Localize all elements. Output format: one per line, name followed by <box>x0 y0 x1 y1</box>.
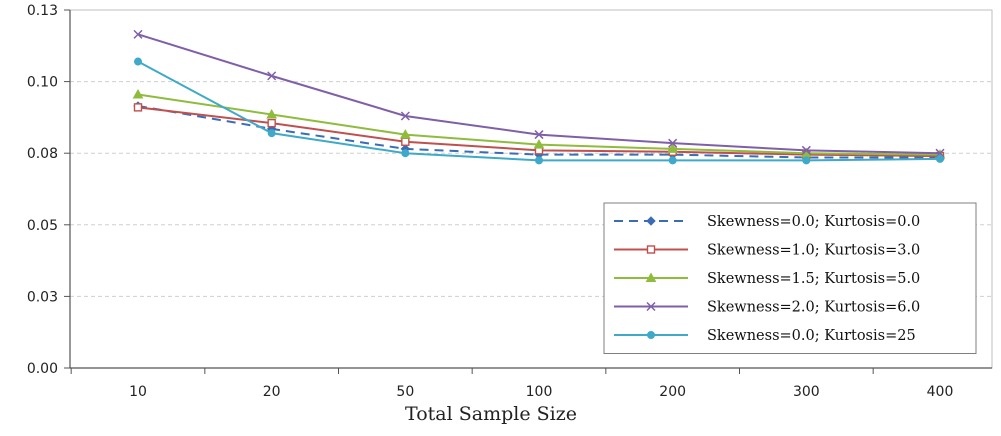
data-point <box>267 129 276 138</box>
x-axis-title: Total Sample Size <box>405 403 577 425</box>
data-point <box>668 138 678 148</box>
series-4 <box>133 29 945 158</box>
x-tick-label: 100 <box>526 384 553 400</box>
y-tick-label: 0.03 <box>27 289 58 305</box>
data-point <box>133 103 143 112</box>
data-point <box>267 118 276 128</box>
data-point <box>134 57 142 66</box>
y-tick-label: 0.10 <box>27 75 58 91</box>
data-point <box>533 139 545 149</box>
x-tick-label: 200 <box>659 384 686 400</box>
legend-label: Skewness=1.0; Kurtosis=3.0 <box>707 243 920 259</box>
legend-label: Skewness=0.0; Kurtosis=0.0 <box>707 214 920 230</box>
x-tick-label: 300 <box>793 384 820 400</box>
data-point <box>935 148 945 158</box>
legend-swatch-marker <box>646 301 656 312</box>
x-tick-label: 400 <box>927 384 954 400</box>
series-3 <box>132 88 946 159</box>
data-point <box>936 154 944 163</box>
axis-layer: 0.00 0.03 0.05 0.08 0.10 0.13 10 20 50 100 200 300 4… <box>27 3 993 400</box>
legend-swatch-marker <box>646 216 656 226</box>
series-layer <box>132 29 946 165</box>
y-tick-label: 0.13 <box>27 3 58 19</box>
data-point <box>400 111 410 121</box>
data-point <box>801 145 811 155</box>
data-point <box>399 129 411 139</box>
data-point <box>401 149 410 158</box>
data-point <box>267 71 277 81</box>
data-point <box>535 156 543 165</box>
data-point <box>401 137 410 146</box>
legend-label: Skewness=1.5; Kurtosis=5.0 <box>707 271 920 287</box>
y-tick-label: 0.00 <box>27 361 58 377</box>
y-tick-label: 0.08 <box>27 146 58 162</box>
x-tick-label: 10 <box>129 384 147 400</box>
legend-swatch-marker <box>647 331 655 339</box>
data-point <box>534 130 544 140</box>
data-point <box>668 156 677 165</box>
legend: Skewness=0.0; Kurtosis=0.0 Skewness=1.0; … <box>603 202 977 354</box>
series-5 <box>134 57 944 165</box>
legend-swatch-marker <box>645 272 657 282</box>
x-tick-label: 20 <box>263 384 281 400</box>
y-tick-label: 0.05 <box>27 218 58 234</box>
legend-label: Skewness=0.0; Kurtosis=25 <box>707 328 916 344</box>
legend-swatch-marker <box>646 245 656 254</box>
data-point <box>133 29 143 39</box>
data-point <box>802 156 811 165</box>
x-tick-label: 50 <box>396 384 414 400</box>
data-point <box>667 143 679 153</box>
data-point <box>266 109 278 119</box>
data-point <box>132 88 144 99</box>
legend-label: Skewness=2.0; Kurtosis=6.0 <box>707 300 920 316</box>
